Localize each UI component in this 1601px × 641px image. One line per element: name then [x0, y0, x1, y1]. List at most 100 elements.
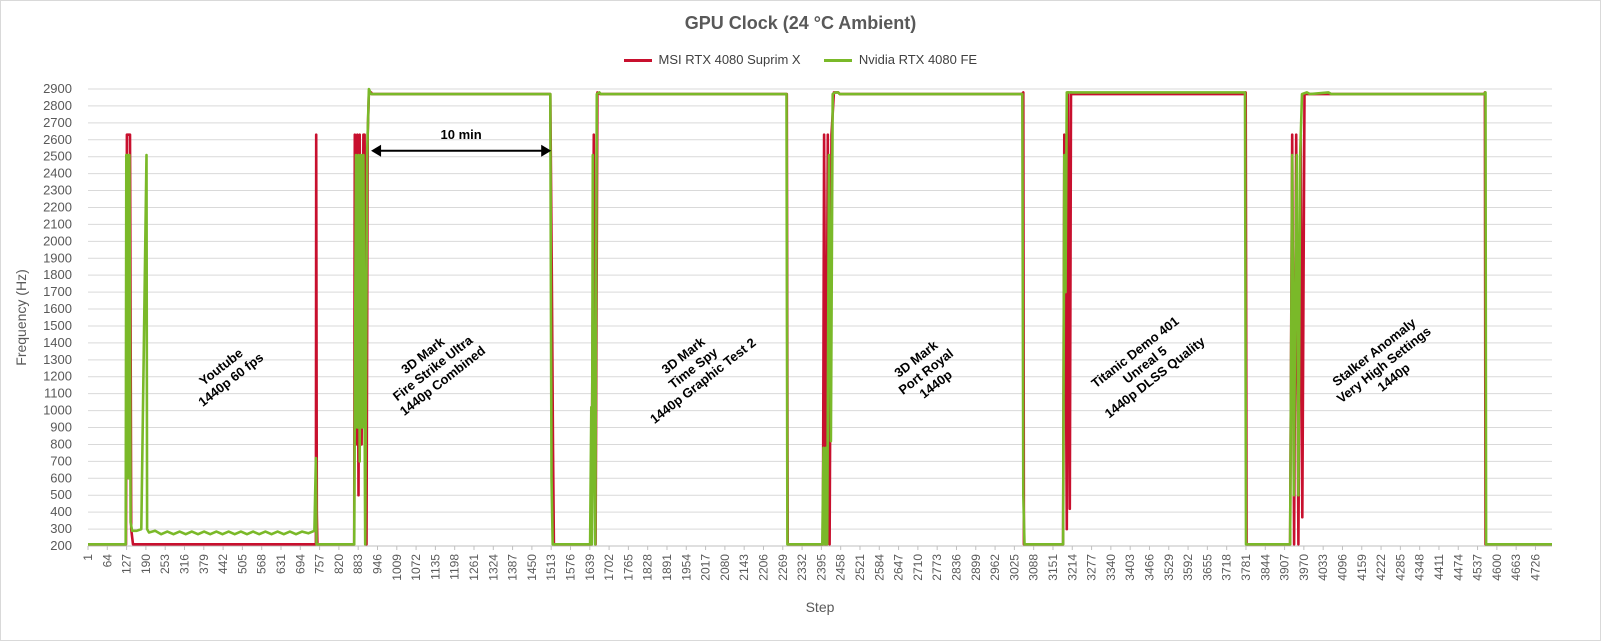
x-tick-label: 2710: [911, 554, 925, 581]
x-tick-label: 4537: [1471, 554, 1485, 581]
x-tick-label: 2773: [930, 554, 944, 581]
x-tick-label: 253: [158, 554, 172, 574]
x-tick-label: 2080: [718, 554, 732, 581]
x-tick-label: 2584: [872, 554, 886, 581]
legend-entry-msi: MSI RTX 4080 Suprim X: [623, 52, 801, 67]
segment-annotation: Stalker AnomalyVery High Settings1440p: [1324, 311, 1443, 419]
y-tick-label: 300: [50, 521, 72, 536]
x-tick-label: 3718: [1220, 554, 1234, 581]
segment-annotation: 3D MarkFire Strike Ultra1440p Combined: [377, 318, 488, 419]
x-tick-label: 1: [81, 554, 95, 561]
x-tick-label: 3655: [1200, 554, 1214, 581]
x-tick-label: 4726: [1528, 554, 1542, 581]
x-tick-label: 4600: [1490, 554, 1504, 581]
x-tick-label: 3088: [1027, 554, 1041, 581]
y-tick-label: 1700: [43, 284, 72, 299]
y-tick-label: 2400: [43, 166, 72, 181]
x-tick-label: 505: [235, 554, 249, 574]
x-tick-label: 3844: [1258, 554, 1272, 581]
x-tick-label: 4348: [1413, 554, 1427, 581]
x-tick-label: 2836: [949, 554, 963, 581]
x-tick-label: 4285: [1393, 554, 1407, 581]
x-tick-label: 4663: [1509, 554, 1523, 581]
x-tick-label: 1702: [602, 554, 616, 581]
x-tick-label: 2647: [892, 554, 906, 581]
y-tick-label: 1400: [43, 335, 72, 350]
x-tick-label: 3466: [1142, 554, 1156, 581]
x-tick-label: 3277: [1085, 554, 1099, 581]
x-tick-label: 1198: [448, 554, 462, 580]
segment-annotation: 3D MarkTime Spy1440p Graphic Test 2: [627, 310, 758, 427]
x-tick-label: 1513: [544, 554, 558, 581]
x-tick-label: 1261: [467, 554, 481, 581]
x-tick-label: 3151: [1046, 554, 1060, 581]
span-arrow-head-left: [371, 144, 382, 157]
y-tick-label: 2300: [43, 183, 72, 198]
x-tick-label: 2143: [737, 554, 751, 581]
x-tick-label: 4411: [1432, 554, 1446, 580]
y-tick-label: 1600: [43, 301, 72, 316]
x-tick-label: 757: [313, 554, 327, 574]
legend-label-msi: MSI RTX 4080 Suprim X: [658, 52, 801, 67]
x-tick-label: 820: [332, 554, 346, 574]
x-tick-label: 2521: [853, 554, 867, 581]
x-tick-label: 694: [293, 554, 307, 574]
x-tick-label: 883: [351, 554, 365, 574]
legend-label-fe: Nvidia RTX 4080 FE: [858, 52, 978, 67]
x-tick-label: 2395: [814, 554, 828, 581]
x-tick-label: 2017: [699, 554, 713, 581]
y-tick-label: 2800: [43, 98, 72, 113]
y-tick-label: 1800: [43, 267, 72, 282]
span-label: 10 min: [441, 127, 482, 142]
y-tick-label: 1900: [43, 250, 72, 265]
series-line-fe: [88, 87, 1552, 546]
y-tick-label: 1000: [43, 403, 72, 418]
y-tick-label: 2000: [43, 233, 72, 248]
segment-annotation: Titanic Demo 401Unreal 51440p DLSS Quali…: [1082, 308, 1208, 421]
x-tick-label: 2899: [969, 554, 983, 581]
x-tick-label: 127: [120, 554, 134, 574]
segment-annotation: 3D MarkPort Royal1440p: [886, 333, 966, 410]
x-tick-label: 3214: [1065, 554, 1079, 581]
x-tick-label: 1576: [563, 554, 577, 581]
x-tick-label: 631: [274, 554, 288, 574]
x-tick-label: 1639: [583, 554, 597, 581]
x-tick-label: 1765: [621, 554, 635, 581]
chart-title: GPU Clock (24 °C Ambient): [684, 13, 917, 33]
legend: MSI RTX 4080 Suprim X Nvidia RTX 4080 FE: [1, 52, 1600, 67]
x-tick-label: 442: [216, 554, 230, 574]
x-tick-label: 1135: [428, 554, 442, 580]
y-tick-label: 2900: [43, 81, 72, 96]
x-tick-label: 1954: [679, 554, 693, 581]
y-tick-label: 1200: [43, 369, 72, 384]
x-tick-label: 316: [177, 554, 191, 574]
y-tick-label: 2600: [43, 132, 72, 147]
x-tick-label: 3781: [1239, 554, 1253, 581]
x-tick-label: 379: [197, 554, 211, 574]
x-tick-label: 2458: [834, 554, 848, 581]
x-tick-label: 2206: [756, 554, 770, 581]
series-line-msi: [88, 91, 1552, 546]
x-tick-label: 4222: [1374, 554, 1388, 581]
x-tick-label: 946: [370, 554, 384, 574]
x-tick-label: 3592: [1181, 554, 1195, 581]
y-tick-label: 2200: [43, 199, 72, 214]
y-tick-label: 200: [50, 538, 72, 553]
x-tick-label: 1828: [641, 554, 655, 581]
x-tick-label: 4474: [1451, 554, 1465, 581]
x-tick-label: 4159: [1355, 554, 1369, 581]
legend-swatch-fe: [824, 59, 853, 63]
y-tick-label: 900: [50, 420, 72, 435]
legend-entry-fe: Nvidia RTX 4080 FE: [824, 52, 977, 67]
y-tick-label: 600: [50, 470, 72, 485]
x-tick-label: 3403: [1123, 554, 1137, 581]
x-tick-label: 2962: [988, 554, 1002, 581]
x-tick-label: 1009: [390, 554, 404, 581]
x-tick-label: 3970: [1297, 554, 1311, 581]
x-tick-label: 3529: [1162, 554, 1176, 581]
x-tick-label: 1324: [486, 554, 500, 581]
x-tick-label: 3340: [1104, 554, 1118, 581]
y-axis-title: Frequency (Hz): [13, 269, 29, 365]
legend-swatch-msi: [623, 59, 652, 63]
